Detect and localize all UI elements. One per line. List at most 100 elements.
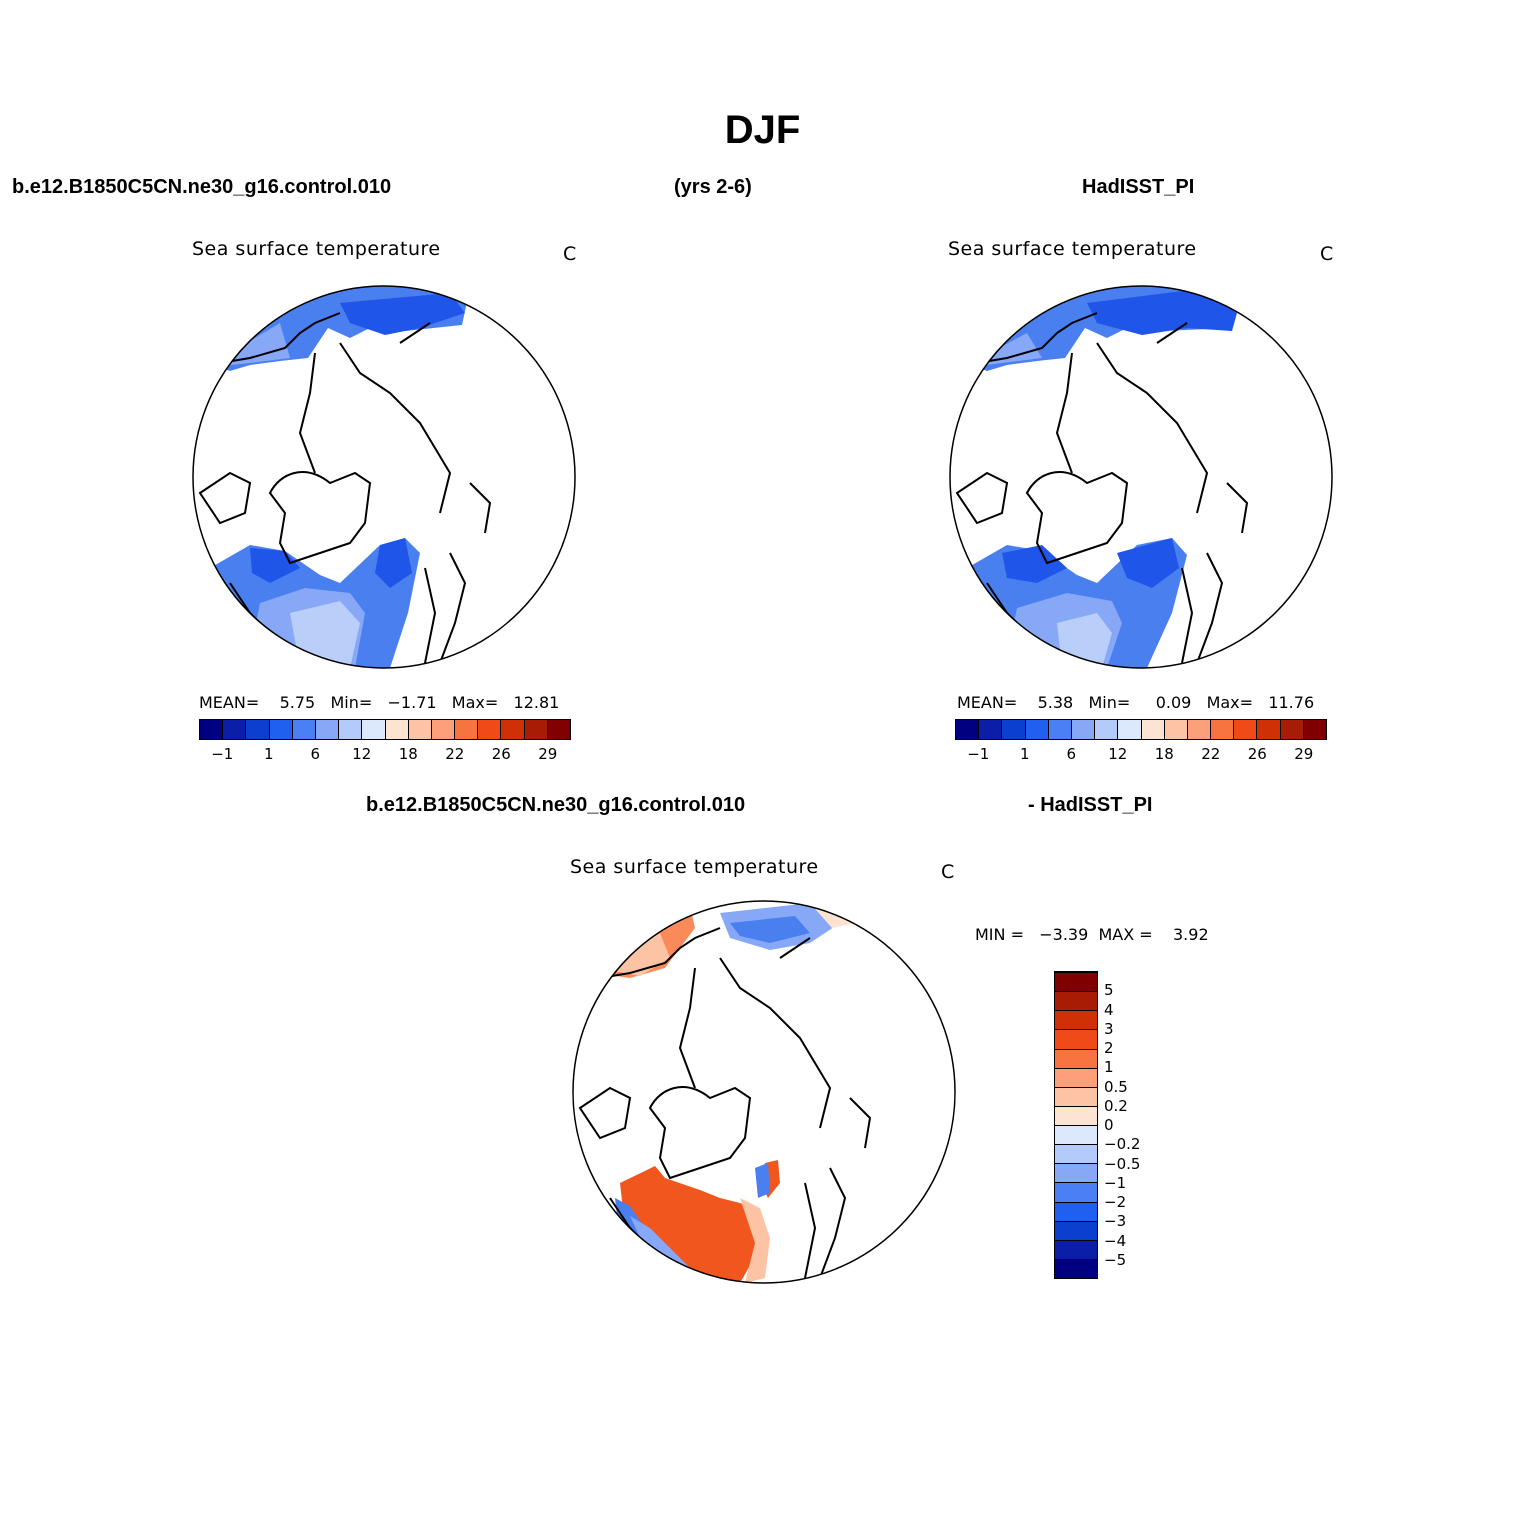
case-name-right: HadISST_PI — [1082, 176, 1195, 198]
diff-colorbar-tick-label: −4 — [1104, 1231, 1127, 1250]
panel2-colorbar-tick-label: 26 — [1247, 745, 1267, 763]
panel1-colorbar-labels: −1 1 6 12 18 22 26 29 — [199, 745, 571, 765]
panel1-polar-map — [192, 285, 576, 669]
panel1-colorbar-tick-label: 29 — [538, 745, 558, 763]
panel1-colorbar-swatch — [501, 720, 525, 739]
diff-colorbar-tick-label: 5 — [1104, 981, 1114, 1000]
panel1-colorbar-swatch — [339, 720, 363, 739]
panel1-colorbar-tick-label: −1 — [211, 745, 234, 763]
panel2-colorbar-swatch — [1257, 720, 1281, 739]
diff-variable-name: Sea surface temperature — [570, 856, 819, 878]
panel2-colorbar-tick-label: 6 — [1066, 745, 1077, 763]
diff-colorbar-tick-label: −2 — [1104, 1193, 1127, 1211]
panel1-unit: C — [563, 243, 577, 265]
diff-colorbar-tick-label: −3 — [1104, 1212, 1127, 1231]
diff-colorbar-tick-label: 4 — [1104, 1000, 1114, 1019]
diff-colorbar-swatch — [1055, 972, 1097, 992]
figure-title: DJF — [724, 108, 801, 152]
diff-colorbar-tick-label: 0 — [1104, 1116, 1114, 1134]
panel2-colorbar-tick-label: 12 — [1108, 745, 1128, 763]
diff-colorbar-swatch — [1055, 1029, 1097, 1049]
diff-colorbar-swatch — [1055, 1163, 1097, 1183]
diff-case-name: b.e12.B1850C5CN.ne30_g16.control.010 — [366, 794, 746, 816]
diff-atlantic-peach — [740, 1198, 770, 1283]
panel2-colorbar-labels: −1 1 6 12 18 22 26 29 — [955, 745, 1327, 765]
diff-polar-map — [572, 900, 956, 1284]
panel1-colorbar-swatch — [385, 720, 409, 739]
panel2-colorbar-tick-label: 18 — [1154, 745, 1174, 763]
panel1-colorbar-swatch — [200, 720, 224, 739]
diff-statistics: MIN = −3.39 MAX = 3.92 — [975, 925, 1209, 944]
panel1-colorbar-swatch — [315, 720, 340, 739]
panel1-colorbar-swatch — [547, 720, 570, 739]
diff-colorbar-swatch — [1055, 1105, 1097, 1125]
diff-reference-name: - HadISST_PI — [1028, 794, 1153, 816]
panel1-colorbar-swatch — [524, 720, 548, 739]
panel2-colorbar-swatch — [1048, 720, 1072, 739]
panel2-variable-name: Sea surface temperature — [948, 238, 1197, 260]
panel2-coastlines — [955, 312, 1249, 664]
panel1-colorbar-swatch — [223, 720, 247, 739]
panel2-colorbar-swatch — [1118, 720, 1142, 739]
diff-coastlines — [578, 927, 872, 1279]
diff-colorbar-swatch — [1055, 1220, 1097, 1240]
diff-barents-cool — [755, 1163, 770, 1198]
panel2-colorbar-swatch — [1071, 720, 1096, 739]
diff-colorbar-tick-label: −0.5 — [1104, 1154, 1141, 1173]
diff-colorbar-swatch — [1055, 1010, 1097, 1030]
panel2-colorbar-swatch — [1280, 720, 1304, 739]
panel2-colorbar-tick-label: 22 — [1201, 745, 1221, 763]
diff-colorbar-swatch — [1055, 1048, 1097, 1068]
panel2-statistics: MEAN= 5.38 Min= 0.09 Max= 11.76 — [957, 693, 1315, 712]
panel2-atlantic-sst-cold — [1002, 538, 1179, 588]
diff-colorbar-swatch — [1055, 1258, 1097, 1278]
diff-colorbar-tick-label: −1 — [1104, 1173, 1127, 1192]
diff-colorbar-swatch — [1055, 1125, 1097, 1145]
panel1-colorbar-tick-label: 1 — [263, 745, 274, 763]
diff-colorbar-swatch — [1055, 1067, 1097, 1087]
diff-colorbar-swatch — [1055, 1144, 1097, 1164]
diff-colorbar-tick-label: 3 — [1104, 1019, 1114, 1038]
diff-colorbar-tick-label: 0.2 — [1104, 1096, 1128, 1115]
panel2-colorbar-swatch — [1234, 720, 1258, 739]
panel1-colorbar-tick-label: 12 — [352, 745, 372, 763]
panel1-colorbar-tick-label: 6 — [310, 745, 321, 763]
diff-colorbar-tick-label: 2 — [1104, 1039, 1114, 1057]
panel1-coastlines — [198, 312, 492, 664]
diff-colorbar-swatch — [1055, 1086, 1097, 1106]
panel2-colorbar-tick-label: 29 — [1294, 745, 1314, 763]
panel1-statistics: MEAN= 5.75 Min= −1.71 Max= 12.81 — [199, 693, 560, 712]
panel1-colorbar-swatch — [478, 720, 502, 739]
panel1-colorbar-swatch — [269, 720, 293, 739]
panel2-colorbar-swatch — [1164, 720, 1188, 739]
diff-colorbar-swatch — [1055, 991, 1097, 1011]
panel2-colorbar-swatch — [979, 720, 1003, 739]
diff-colorbar-swatch — [1055, 1201, 1097, 1221]
panel2-colorbar-swatch — [1002, 720, 1026, 739]
panel2-colorbar-swatch — [956, 720, 980, 739]
diff-colorbar-tick-label: −5 — [1104, 1250, 1127, 1269]
panel1-colorbar-swatch — [246, 720, 270, 739]
panel1-pacific-sst-cold — [340, 293, 465, 335]
panel2-colorbar — [955, 719, 1327, 740]
case-name-left: b.e12.B1850C5CN.ne30_g16.control.010 — [12, 176, 392, 198]
panel1-colorbar — [199, 719, 571, 740]
panel2-colorbar-swatch — [1303, 720, 1326, 739]
panel2-colorbar-tick-label: −1 — [967, 745, 990, 763]
diff-colorbar-tick-label: 1 — [1104, 1058, 1114, 1077]
panel2-pacific-sst-cold — [1087, 288, 1237, 335]
panel2-polar-map — [949, 285, 1333, 669]
panel1-atlantic-sst-cold — [250, 538, 412, 588]
diff-unit: C — [941, 861, 955, 883]
diff-pacific-cool-strong — [730, 916, 810, 943]
diff-colorbar-labels: −5 −4 −3 −2 −1 −0.5 −0.2 0 0.2 0.5 1 2 3 4 5 — [1104, 971, 1164, 1279]
panel1-colorbar-swatch — [431, 720, 456, 739]
panel1-colorbar-tick-label: 26 — [491, 745, 511, 763]
panel2-colorbar-swatch — [1025, 720, 1049, 739]
panel1-colorbar-swatch — [292, 720, 316, 739]
panel1-variable-name: Sea surface temperature — [192, 238, 441, 260]
panel1-colorbar-swatch — [362, 720, 386, 739]
years-label: (yrs 2-6) — [674, 176, 752, 198]
panel2-colorbar-swatch — [1095, 720, 1119, 739]
panel2-colorbar-swatch — [1211, 720, 1235, 739]
